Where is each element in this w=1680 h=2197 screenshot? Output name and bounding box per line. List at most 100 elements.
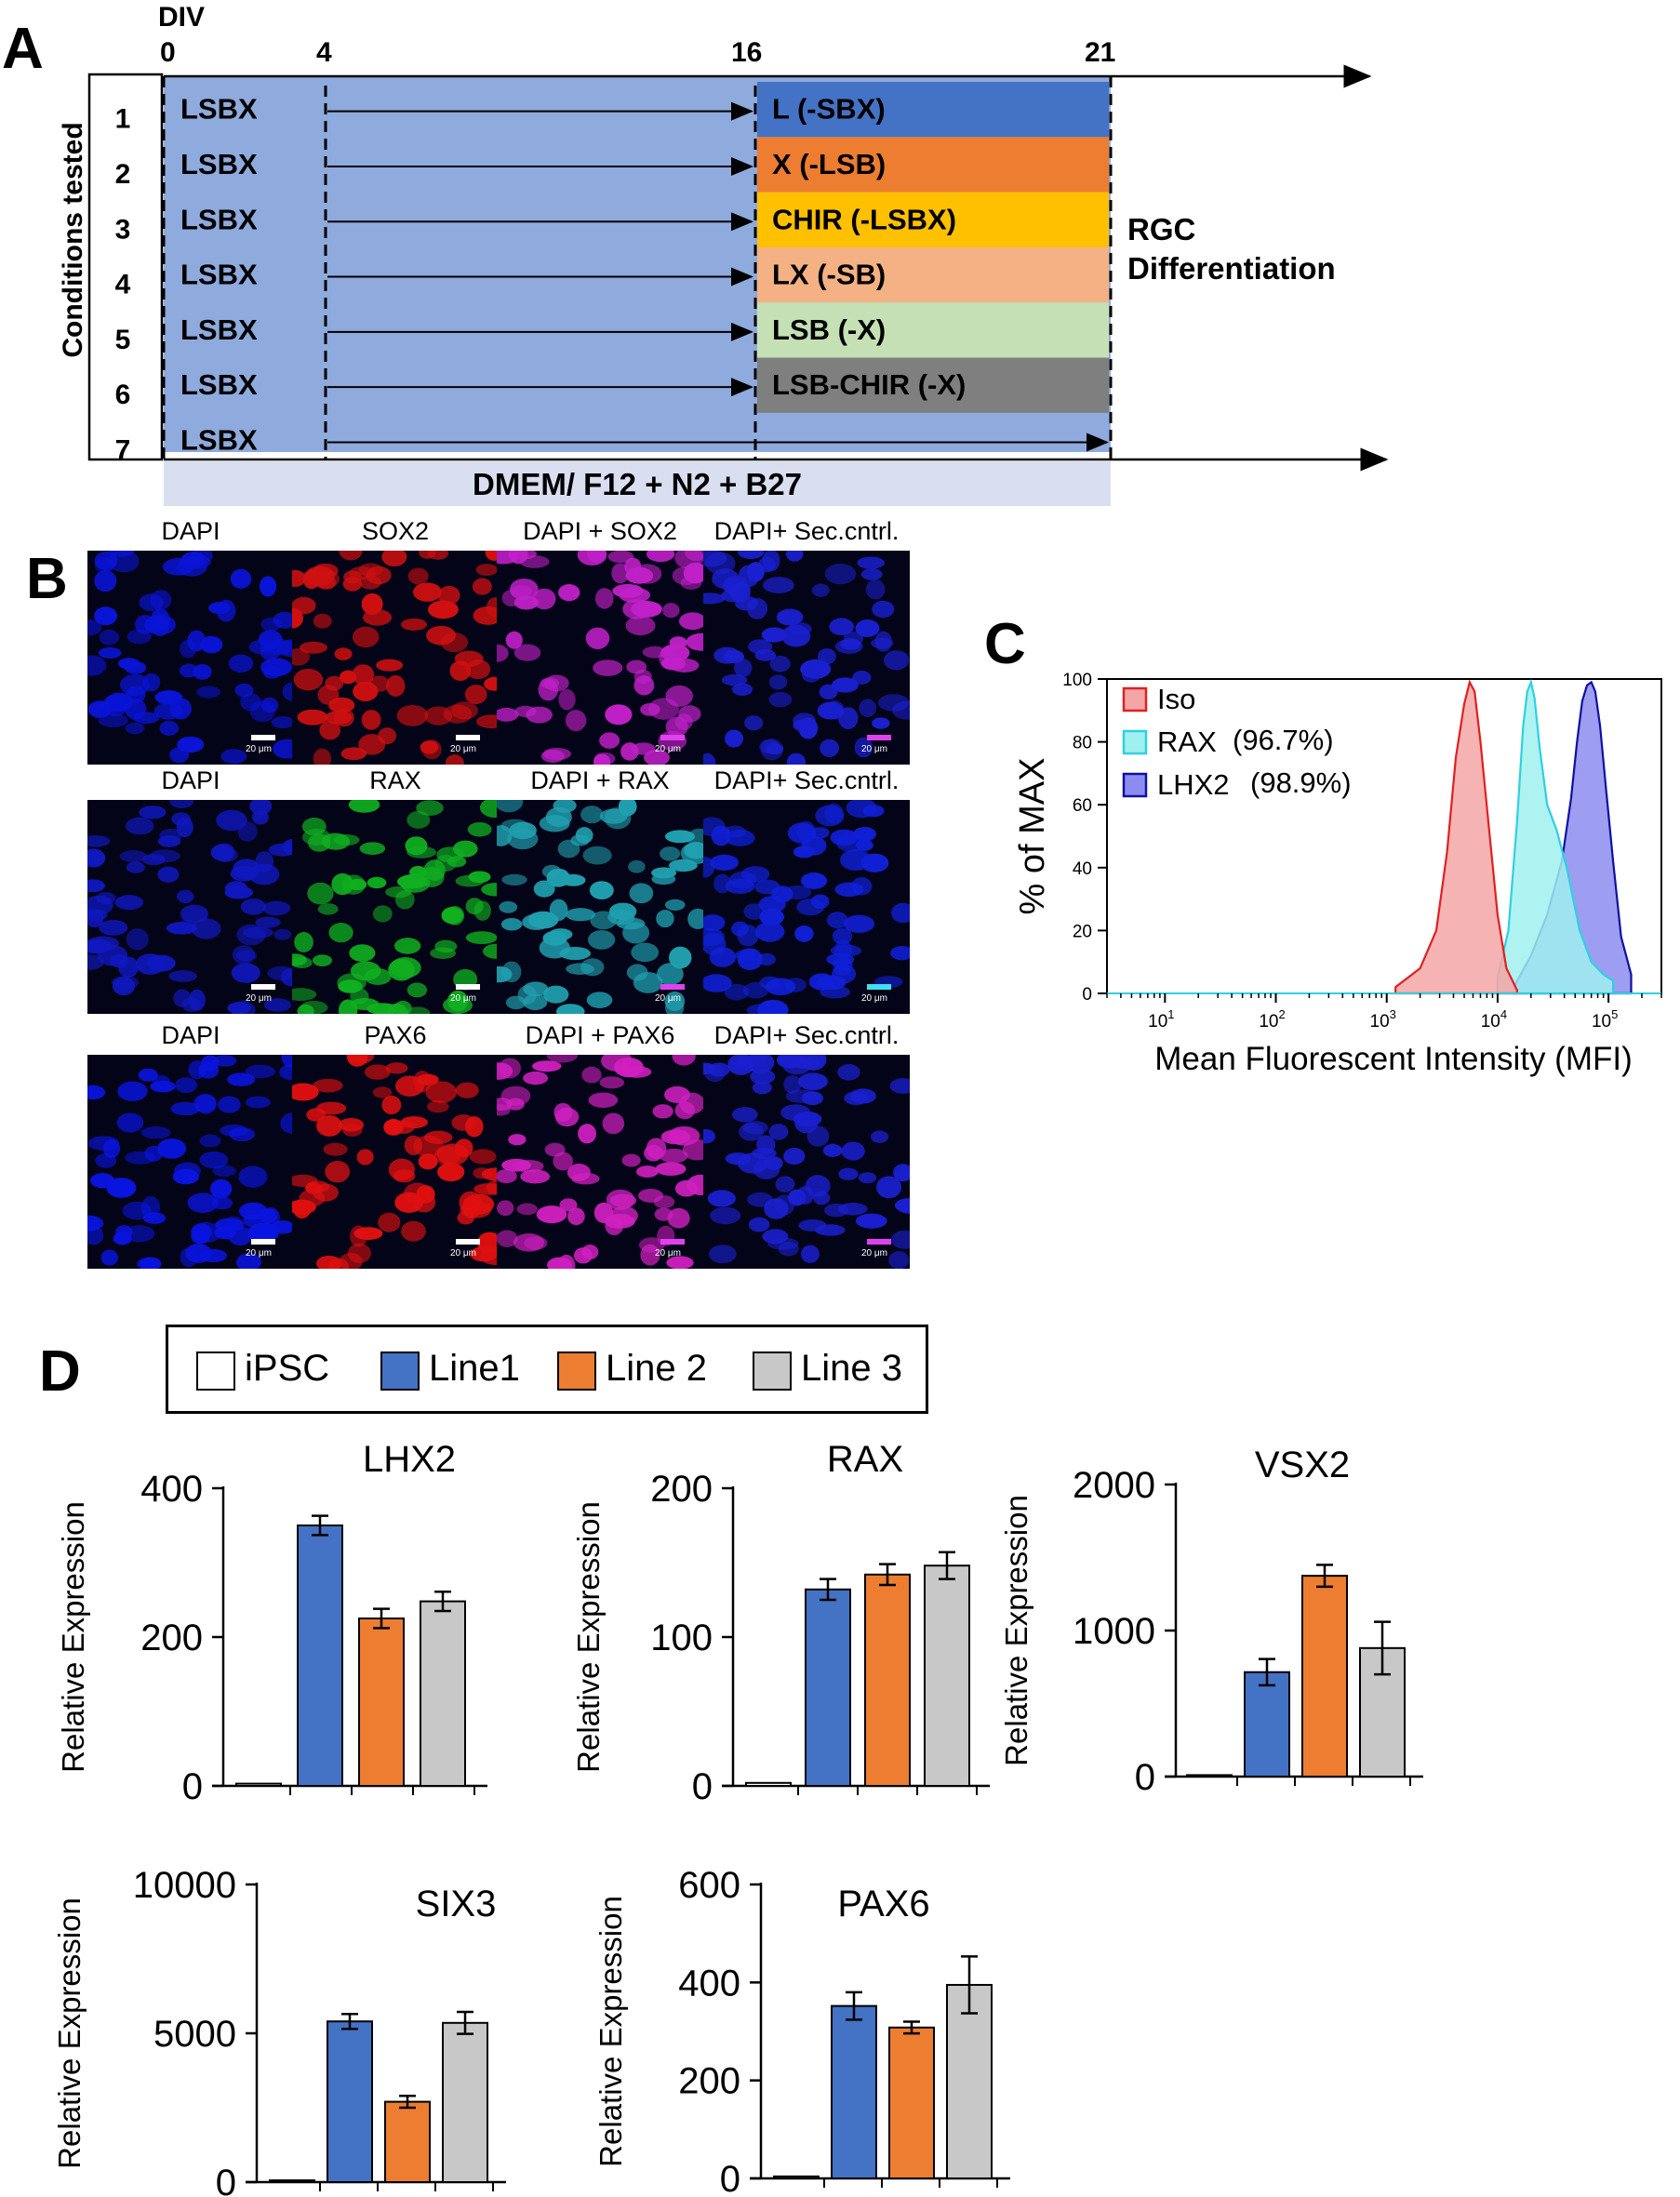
panel-letter-d: D bbox=[39, 1339, 81, 1404]
bar-line1 bbox=[805, 1588, 851, 1787]
y-tick-label: 0 bbox=[182, 1766, 203, 1807]
late-condition-box bbox=[757, 137, 1109, 193]
bar-line2 bbox=[1301, 1575, 1348, 1778]
scale-bar-label: 20 μm bbox=[861, 993, 887, 1004]
legend-percent: (98.9%) bbox=[1250, 766, 1352, 799]
bar-line2 bbox=[864, 1573, 911, 1787]
condition-number: 3 bbox=[115, 214, 131, 245]
late-condition-label: L (-SBX) bbox=[772, 93, 886, 126]
y-tick-label: 10000 bbox=[133, 1865, 236, 1906]
scale-bar-label: 20 μm bbox=[655, 993, 681, 1004]
micrograph-label: DAPI + RAX bbox=[530, 766, 670, 794]
bar-line3 bbox=[924, 1565, 970, 1787]
late-condition-box bbox=[757, 357, 1109, 413]
panel-letter-a: A bbox=[2, 17, 44, 81]
y-tick-label: 2000 bbox=[1073, 1465, 1155, 1506]
late-condition-box bbox=[757, 302, 1109, 358]
scale-bar bbox=[660, 735, 685, 740]
scale-bar bbox=[456, 984, 480, 990]
legend-label: Line1 bbox=[429, 1348, 520, 1389]
scale-bar bbox=[251, 735, 275, 740]
y-axis-title: Relative Expression bbox=[999, 1495, 1033, 1766]
scale-bar bbox=[660, 1239, 685, 1245]
base-medium-label: LSBX bbox=[180, 423, 258, 456]
late-condition-label: LSB-CHIR (-X) bbox=[772, 368, 966, 401]
panel-d-bar-charts: 0 200 400 LHX2 Relative Expression 0 100 200 RAX… bbox=[52, 1439, 1423, 2197]
scale-bar-label: 20 μm bbox=[246, 1248, 272, 1258]
micrograph-label: SOX2 bbox=[361, 517, 430, 545]
bar-chart-six3: 0 5000 10000 SIX3 Relative Expression bbox=[52, 1865, 506, 2197]
bar-chart-lhx2: 0 200 400 LHX2 Relative Expression bbox=[56, 1439, 487, 1807]
chart-title: LHX2 bbox=[363, 1439, 456, 1480]
y-axis-title: % of MAX bbox=[1013, 758, 1052, 915]
micrograph-image: 20 μm bbox=[703, 551, 910, 765]
micrograph-image: 20 μm bbox=[703, 800, 910, 1014]
bar-line3 bbox=[420, 1600, 466, 1787]
panel-a-timeline: DMEM/ F12 + N2 + B27 DIV 0 4 16 21 Condi… bbox=[58, 2, 1389, 506]
base-medium-label: LSBX bbox=[180, 368, 258, 401]
legend-label: Line 2 bbox=[606, 1348, 707, 1389]
y-tick-label: 0 bbox=[720, 2159, 740, 2197]
legend-label: iPSC bbox=[245, 1348, 330, 1389]
late-condition-box bbox=[757, 192, 1109, 247]
condition-number: 5 bbox=[115, 325, 131, 355]
bar-line1 bbox=[297, 1525, 343, 1787]
chart-title: VSX2 bbox=[1255, 1445, 1350, 1485]
chart-title: PAX6 bbox=[837, 1884, 929, 1924]
y-tick-label: 1000 bbox=[1073, 1611, 1155, 1652]
micrograph-label: DAPI+ Sec.cntrl. bbox=[713, 1021, 900, 1049]
rgc-label: RGC bbox=[1127, 212, 1195, 246]
late-condition-label: CHIR (-LSBX) bbox=[772, 203, 956, 235]
late-condition-box bbox=[757, 82, 1109, 138]
condition-number: 6 bbox=[115, 379, 131, 410]
condition-number: 2 bbox=[115, 159, 131, 190]
bar-line1 bbox=[831, 2004, 877, 2180]
bar-line2 bbox=[888, 2026, 935, 2180]
y-tick-label: 0 bbox=[1135, 1757, 1155, 1798]
scale-bar bbox=[867, 735, 891, 740]
micrograph-label: DAPI + PAX6 bbox=[525, 1021, 675, 1049]
legend-swatch bbox=[753, 1351, 792, 1391]
scale-bar bbox=[867, 984, 891, 990]
legend-swatch bbox=[557, 1351, 596, 1391]
legend-percent: (96.7%) bbox=[1233, 724, 1334, 756]
base-medium-label: LSBX bbox=[180, 259, 258, 291]
legend-label: Iso bbox=[1157, 683, 1195, 715]
x-tick-label: 104 bbox=[1481, 1007, 1507, 1032]
y-tick-label: 100 bbox=[650, 1618, 713, 1658]
bar-line2 bbox=[384, 2100, 431, 2183]
late-condition-label: LSB (-X) bbox=[772, 313, 886, 346]
micrograph-image: 20 μm bbox=[497, 800, 703, 1014]
panel-letter-b: B bbox=[26, 547, 68, 611]
scale-bar-label: 20 μm bbox=[861, 744, 887, 754]
late-condition-label: X (-LSB) bbox=[772, 148, 886, 180]
y-axis-title: Relative Expression bbox=[52, 1897, 87, 2169]
bar-chart-pax6: 0 200 400 600 PAX6 Relative Expression bbox=[593, 1865, 1010, 2197]
micrograph-image: 20 μm bbox=[292, 551, 499, 765]
micrograph-image: 20 μm bbox=[497, 1055, 703, 1269]
micrograph-image: 20 μm bbox=[87, 1055, 294, 1269]
legend-swatch bbox=[1122, 686, 1148, 712]
conditions-axis-title: Conditions tested bbox=[58, 122, 88, 357]
y-axis-title: Relative Expression bbox=[56, 1501, 90, 1773]
panel-c-flow-histogram: 0 20 40 60 80 100 101 102 103 104 105 Mean Fluoresc… bbox=[1013, 671, 1662, 1077]
bar-line1 bbox=[327, 2020, 373, 2184]
bar-line1 bbox=[1244, 1671, 1290, 1778]
scale-bar-label: 20 μm bbox=[655, 1248, 681, 1258]
bar-ipsc bbox=[235, 1782, 282, 1788]
micrograph-label: PAX6 bbox=[364, 1021, 427, 1049]
legend-label: RAX bbox=[1157, 726, 1217, 758]
micrograph-label: DAPI + SOX2 bbox=[523, 517, 677, 545]
legend-swatch bbox=[1122, 729, 1148, 755]
x-tick-label: 102 bbox=[1259, 1007, 1285, 1032]
micrograph-label: DAPI bbox=[161, 766, 220, 794]
y-tick-label: 600 bbox=[678, 1865, 740, 1906]
y-tick-label: 400 bbox=[678, 1963, 740, 2004]
day-0: 0 bbox=[160, 37, 176, 68]
bar-ipsc bbox=[773, 2175, 820, 2179]
legend-label: Line 3 bbox=[801, 1348, 902, 1389]
micrograph-label: DAPI bbox=[161, 517, 220, 545]
histogram-series-rax bbox=[1496, 678, 1615, 995]
bar-chart-vsx2: 0 1000 2000 VSX2 Relative Expression bbox=[999, 1445, 1423, 1798]
base-medium-label: LSBX bbox=[180, 313, 258, 346]
